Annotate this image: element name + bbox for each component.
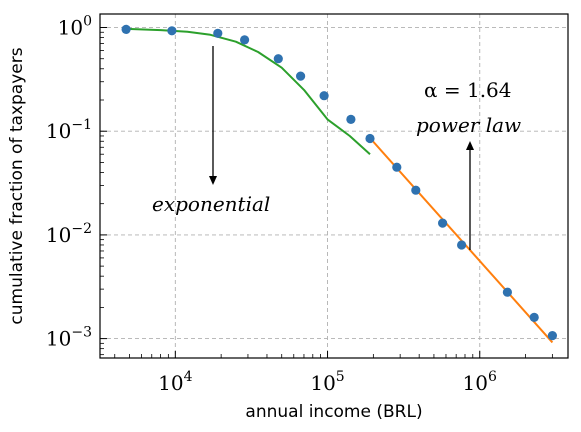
y-tick-label: 10−3: [46, 325, 92, 351]
data-point: [346, 114, 356, 124]
data-point: [319, 91, 329, 101]
fit-lines: [126, 27, 554, 344]
data-point: [121, 24, 131, 34]
data-point: [167, 26, 177, 36]
data-point: [502, 287, 512, 297]
data-point: [547, 331, 558, 341]
grid: [100, 14, 568, 358]
y-tick-label: 10−2: [46, 221, 92, 247]
ticks: 104 105 106 100 10−1 10−2 10−3: [46, 14, 553, 395]
x-axis-label: annual income (BRL): [245, 402, 422, 422]
x-tick-label: 105: [310, 369, 344, 395]
data-points: [121, 24, 558, 341]
y-axis-label: cumulative fraction of taxpayers: [7, 47, 27, 324]
power-law-fit-line: [369, 137, 554, 344]
y-tick-label: 100: [58, 14, 92, 40]
data-point: [529, 312, 539, 322]
data-point: [296, 71, 306, 81]
x-tick-label: 104: [158, 369, 192, 395]
exponential-arrow: [209, 46, 217, 185]
alpha-label: α = 1.64: [424, 78, 512, 102]
data-point: [457, 240, 467, 250]
exponential-label: exponential: [152, 192, 270, 216]
data-point: [411, 185, 421, 195]
x-tick-label: 106: [463, 369, 497, 395]
plot-frame: [99, 13, 569, 359]
exponential-fit-line: [126, 27, 371, 155]
data-point: [273, 54, 283, 64]
data-point: [438, 218, 448, 228]
power-law-arrow: [466, 141, 474, 250]
data-point: [240, 35, 250, 45]
data-point: [213, 28, 223, 38]
y-tick-label: 10−1: [46, 117, 92, 143]
data-point: [365, 133, 375, 144]
data-point: [392, 162, 402, 172]
power-law-label: power law: [416, 113, 521, 137]
